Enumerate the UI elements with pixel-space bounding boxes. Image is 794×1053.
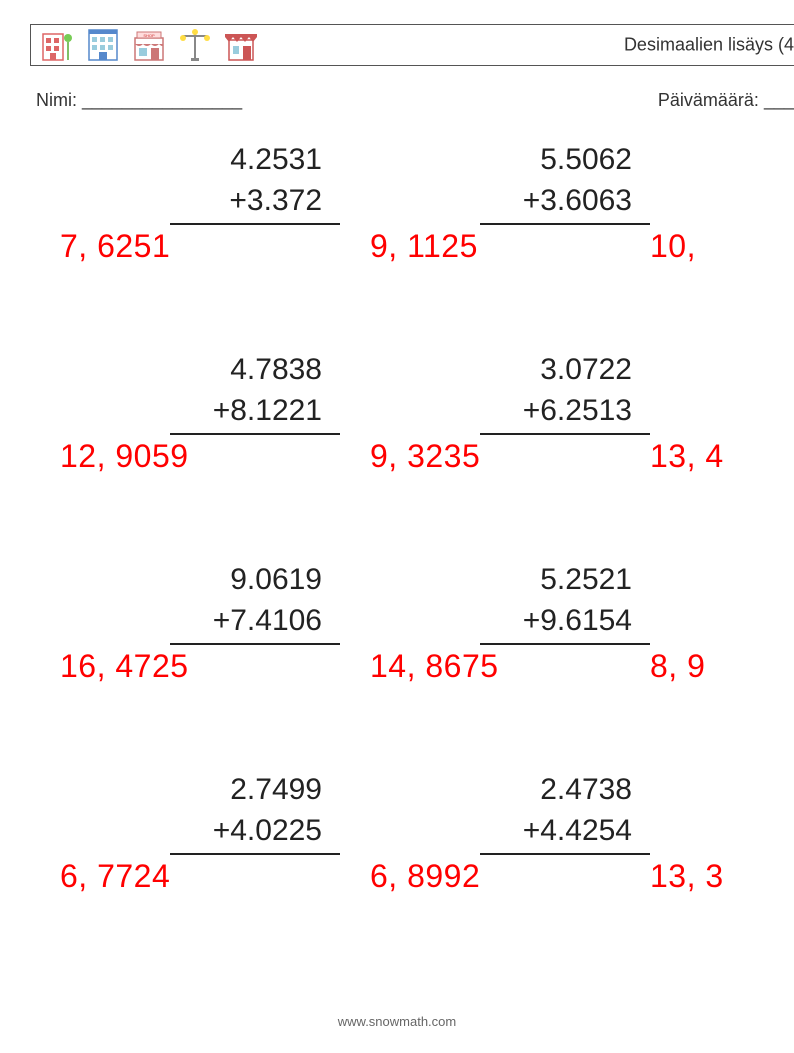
answer: 12, 9059 bbox=[60, 438, 189, 475]
answer: 9, 3235 bbox=[370, 438, 480, 475]
answer: 13, 3 bbox=[650, 858, 724, 895]
operand-2: +9.6154 bbox=[480, 601, 650, 646]
problem-2: 5.5062 +3.6063 9, 1125 bbox=[350, 140, 660, 310]
problem-6: 13, 4 bbox=[660, 350, 794, 520]
answer: 9, 1125 bbox=[370, 228, 478, 265]
operand-2: +4.0225 bbox=[170, 811, 340, 856]
problem-5: 3.0722 +6.2513 9, 3235 bbox=[350, 350, 660, 520]
streetlamp-icon bbox=[177, 28, 213, 62]
problem-10: 2.7499 +4.0225 6, 7724 bbox=[40, 770, 350, 940]
operand-1: 2.7499 bbox=[170, 770, 340, 811]
problem-7: 9.0619 +7.4106 16, 4725 bbox=[40, 560, 350, 730]
building-icons-row: SHOP bbox=[39, 28, 259, 62]
operand-2: +3.372 bbox=[170, 181, 340, 226]
problem-11: 2.4738 +4.4254 6, 8992 bbox=[350, 770, 660, 940]
building-icon-2 bbox=[85, 28, 121, 62]
date-field: Päivämäärä: ___ bbox=[658, 90, 794, 111]
name-label: Nimi: bbox=[36, 90, 77, 110]
answer: 13, 4 bbox=[650, 438, 724, 475]
operand-2: +4.4254 bbox=[480, 811, 650, 856]
operand-2: +6.2513 bbox=[480, 391, 650, 436]
worksheet-title: Desimaalien lisäys (4 bbox=[624, 35, 794, 56]
svg-text:SHOP: SHOP bbox=[143, 33, 155, 38]
answer: 16, 4725 bbox=[60, 648, 189, 685]
problem-12: 13, 3 bbox=[660, 770, 794, 940]
problem-3: 10, bbox=[660, 140, 794, 310]
footer-site: www.snowmath.com bbox=[338, 1014, 456, 1029]
answer: 8, 9 bbox=[650, 648, 705, 685]
building-icon-1 bbox=[39, 28, 75, 62]
name-field: Nimi: ________________ bbox=[36, 90, 242, 111]
problem-1: 4.2531 +3.372 7, 6251 bbox=[40, 140, 350, 310]
operand-1: 5.2521 bbox=[480, 560, 650, 601]
operand-1: 5.5062 bbox=[480, 140, 650, 181]
operand-1: 9.0619 bbox=[170, 560, 340, 601]
answer: 6, 7724 bbox=[60, 858, 170, 895]
answer: 10, bbox=[650, 228, 696, 265]
footer: www.snowmath.com bbox=[0, 1014, 794, 1029]
info-row: Nimi: ________________ Päivämäärä: ___ bbox=[36, 90, 794, 111]
name-blank: ________________ bbox=[82, 90, 242, 110]
problem-8: 5.2521 +9.6154 14, 8675 bbox=[350, 560, 660, 730]
worksheet-page: SHOP Desimaalien lisäys (4 bbox=[0, 0, 794, 1053]
operand-2: +7.4106 bbox=[170, 601, 340, 646]
building-icon-3: SHOP bbox=[131, 28, 167, 62]
operand-1: 3.0722 bbox=[480, 350, 650, 391]
answer: 14, 8675 bbox=[370, 648, 499, 685]
operand-2: +3.6063 bbox=[480, 181, 650, 226]
operand-1: 4.2531 bbox=[170, 140, 340, 181]
operand-1: 2.4738 bbox=[480, 770, 650, 811]
date-label: Päivämäärä: bbox=[658, 90, 759, 110]
header-bar: SHOP Desimaalien lisäys (4 bbox=[30, 24, 794, 66]
problem-9: 8, 9 bbox=[660, 560, 794, 730]
problem-4: 4.7838 +8.1221 12, 9059 bbox=[40, 350, 350, 520]
building-icon-5 bbox=[223, 28, 259, 62]
date-blank: ___ bbox=[764, 90, 794, 110]
operand-1: 4.7838 bbox=[170, 350, 340, 391]
operand-2: +8.1221 bbox=[170, 391, 340, 436]
answer: 7, 6251 bbox=[60, 228, 170, 265]
problems-grid: 4.2531 +3.372 7, 6251 5.5062 +3.6063 9, … bbox=[40, 140, 794, 940]
answer: 6, 8992 bbox=[370, 858, 480, 895]
